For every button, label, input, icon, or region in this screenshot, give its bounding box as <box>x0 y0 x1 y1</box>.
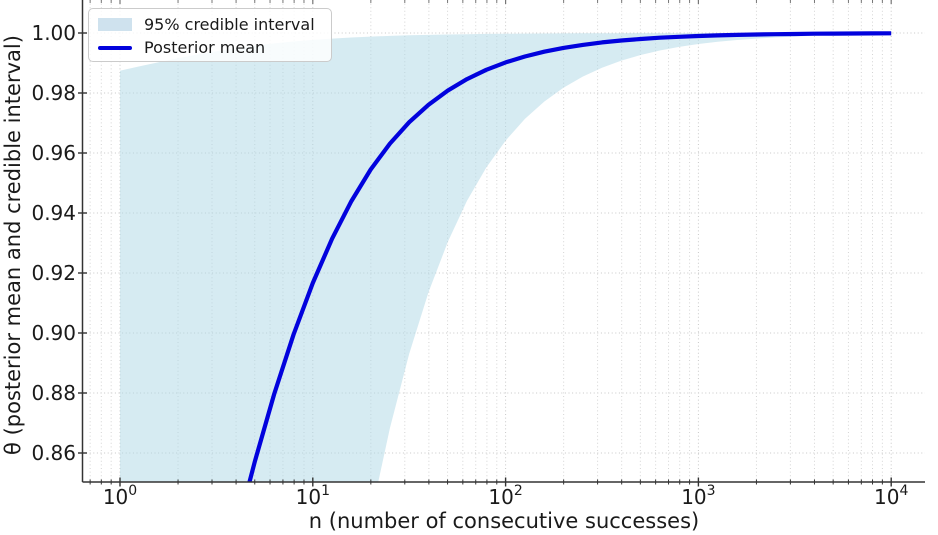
legend-label: 95% credible interval <box>144 15 315 34</box>
y-tick-labels: 0.86 0.88 0.90 0.92 0.94 0.96 0.98 1.00 <box>31 21 76 465</box>
legend-item-credible-interval: 95% credible interval <box>98 13 331 36</box>
credible-interval-swatch <box>98 18 132 31</box>
posterior-mean-line <box>247 31 892 482</box>
x-tick-label: 101 <box>296 483 330 509</box>
x-tick-label: 100 <box>103 483 137 509</box>
y-axis-label: θ (posterior mean and credible interval) <box>1 35 25 455</box>
axis-ticks <box>78 0 892 487</box>
legend-item-posterior-mean: Posterior mean <box>98 36 331 59</box>
legend: 95% credible interval Posterior mean <box>88 8 332 62</box>
y-tick-label: 0.94 <box>31 201 76 225</box>
x-tick-label: 103 <box>681 483 715 509</box>
x-tick-labels: 100 101 102 103 104 <box>103 483 909 509</box>
y-tick-label: 0.92 <box>31 261 76 285</box>
credible-interval-area <box>120 33 892 482</box>
x-tick-label: 102 <box>488 483 522 509</box>
y-tick-label: 0.86 <box>31 441 76 465</box>
x-axis-label: n (number of consecutive successes) <box>308 509 700 533</box>
posterior-mean-swatch <box>98 45 132 50</box>
x-tick-label: 104 <box>874 483 908 509</box>
axes-spines <box>81 0 925 483</box>
y-tick-label: 0.96 <box>31 141 76 165</box>
y-tick-label: 1.00 <box>31 21 76 45</box>
y-tick-label: 0.88 <box>31 381 76 405</box>
legend-label: Posterior mean <box>144 38 266 57</box>
y-tick-label: 0.90 <box>31 321 76 345</box>
y-tick-label: 0.98 <box>31 81 76 105</box>
